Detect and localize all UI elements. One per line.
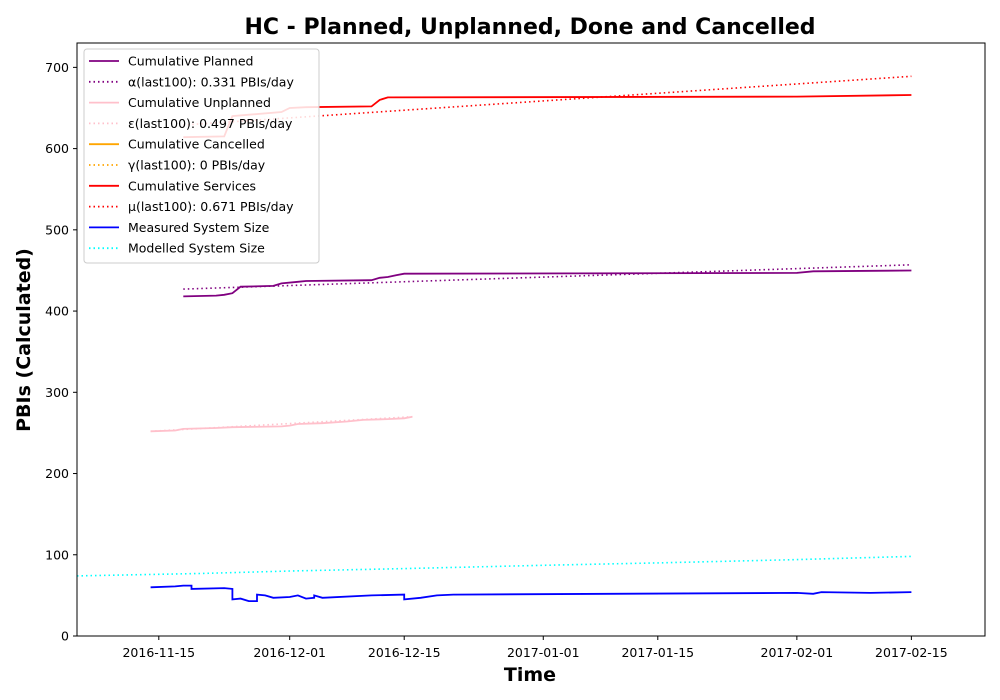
legend-label: Cumulative Services [128, 178, 256, 193]
x-tick-label: 2017-01-01 [507, 645, 580, 660]
legend-label: Modelled System Size [128, 241, 265, 256]
y-tick-label: 200 [45, 466, 69, 481]
x-tick-label: 2016-12-01 [253, 645, 326, 660]
y-tick-label: 100 [45, 547, 69, 562]
legend-label: Cumulative Cancelled [128, 137, 265, 152]
legend-label: ε(last100): 0.497 PBIs/day [128, 116, 293, 131]
legend-box [83, 48, 320, 264]
x-tick-label: 2017-01-15 [621, 645, 694, 660]
x-tick-label: 2016-11-15 [122, 645, 195, 660]
x-axis-label: Time [504, 664, 556, 686]
plot-frame [76, 42, 986, 637]
series-line-1 [183, 269, 912, 298]
chart-title: HC - Planned, Unplanned, Done and Cancel… [244, 15, 815, 40]
x-tick-label: 2017-02-01 [761, 645, 834, 660]
legend-label: Cumulative Planned [128, 54, 253, 69]
y-tick-label: 400 [45, 304, 69, 319]
y-axis: 0 100 200 300 400 500 600 700 [45, 60, 77, 644]
y-tick-label: 300 [45, 385, 69, 400]
x-tick-label: 2017-02-15 [875, 645, 948, 660]
y-tick-label: 500 [45, 222, 69, 237]
legend-label: Measured System Size [128, 220, 270, 235]
y-axis-label: PBIs (Calculated) [13, 248, 35, 432]
y-tick-label: 0 [61, 629, 69, 644]
series-line-4 [150, 415, 413, 433]
series-line-10 [76, 555, 912, 577]
series-line-3 [150, 415, 413, 433]
legend-label: γ(last100): 0 PBIs/day [128, 158, 266, 173]
legend: Cumulative Planned α(last100): 0.331 PBIs… [83, 48, 320, 264]
x-tick-label: 2016-12-15 [368, 645, 441, 660]
series-line-9 [150, 584, 912, 602]
legend-label: μ(last100): 0.671 PBIs/day [128, 199, 294, 214]
legend-label: α(last100): 0.331 PBIs/day [128, 74, 294, 89]
y-tick-label: 600 [45, 141, 69, 156]
x-axis: 2016-11-15 2016-12-01 2016-12-15 2017-01-01… [122, 636, 948, 660]
legend-label: Cumulative Unplanned [128, 95, 271, 110]
y-tick-label: 700 [45, 60, 69, 75]
